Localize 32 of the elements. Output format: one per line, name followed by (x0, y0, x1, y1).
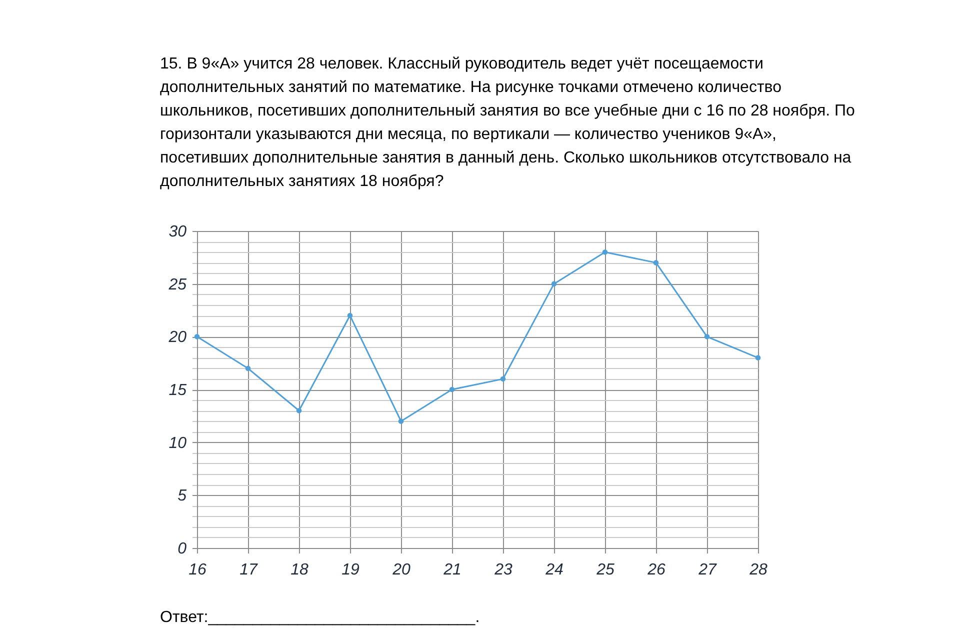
x-tick-label: 27 (698, 562, 718, 578)
x-tick-label: 23 (494, 562, 512, 578)
x-tick-label: 20 (392, 562, 410, 578)
point (296, 408, 302, 414)
point (704, 334, 710, 340)
y-tick-label: 5 (178, 488, 187, 505)
x-tick-label: 19 (342, 562, 360, 578)
y-tick-label: 30 (168, 224, 187, 240)
point (755, 355, 761, 360)
chart-title: 15. В 9«А» учится 28 человек. Классный руководитель ведет учёт посещаемости дополнительных занятий по математике. На рисунке точками отмечено количество школьников, посетивших дополнительный занятия во все учебные дни с 16 по 28 ноября. По горизонтали указываются дни месяца, по вертикали — количество учеников 9«А», посетивших дополнительные занятия в данный день. Сколько школьников отсутствовало на дополнительных занятиях 18 ноября? (160, 56, 856, 190)
point (551, 281, 557, 286)
x-tick-label: 24 (544, 562, 564, 578)
y-tick-label: 25 (168, 276, 187, 294)
point (449, 386, 455, 392)
x-tick-label: 16 (188, 562, 206, 578)
y-tick-label: 15 (168, 382, 187, 399)
x-tick-label: 17 (240, 562, 258, 578)
x-tick-label: 18 (290, 562, 308, 578)
point (653, 260, 659, 266)
text: Ответ:______________________________. (160, 609, 480, 626)
point (347, 312, 353, 318)
x-tick-label: 28 (748, 562, 768, 578)
point (602, 249, 608, 255)
y-tick-label: 20 (168, 329, 187, 346)
y-tick-label: 10 (168, 434, 187, 452)
y-tick-label: 0 (178, 540, 187, 558)
point (245, 366, 251, 372)
x-tick-label: 26 (646, 562, 666, 578)
point (500, 376, 506, 382)
x-tick-label: 25 (596, 562, 614, 578)
x-tick-label: 21 (442, 562, 462, 578)
point (398, 418, 404, 424)
